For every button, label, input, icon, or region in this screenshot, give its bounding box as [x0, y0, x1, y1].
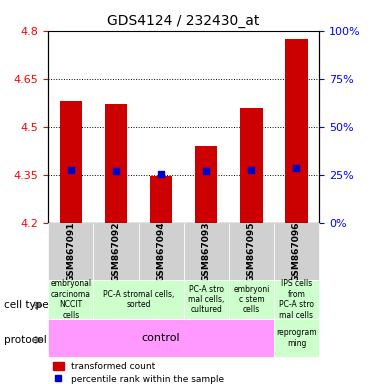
Text: control: control — [142, 333, 180, 343]
Bar — [240, 108, 263, 223]
Text: GSM867095: GSM867095 — [247, 221, 256, 282]
Bar — [195, 146, 217, 223]
Text: GSM867091: GSM867091 — [66, 221, 75, 282]
FancyBboxPatch shape — [274, 223, 319, 280]
Text: GSM867096: GSM867096 — [292, 221, 301, 282]
Text: protocol: protocol — [4, 335, 46, 345]
Text: PC-A stro
mal cells,
cultured: PC-A stro mal cells, cultured — [188, 285, 224, 314]
Text: PC-A stromal cells,
sorted: PC-A stromal cells, sorted — [103, 290, 174, 309]
Text: reprogram
ming: reprogram ming — [276, 328, 317, 348]
Text: cell type: cell type — [4, 300, 48, 310]
Text: GSM867093: GSM867093 — [202, 221, 211, 282]
Text: embryonal
carcinoma
NCCIT
cells: embryonal carcinoma NCCIT cells — [50, 280, 91, 319]
FancyBboxPatch shape — [229, 280, 274, 319]
Bar — [150, 176, 173, 223]
FancyBboxPatch shape — [93, 223, 138, 280]
Text: embryoni
c stem
cells: embryoni c stem cells — [233, 285, 270, 314]
FancyBboxPatch shape — [48, 319, 274, 357]
FancyBboxPatch shape — [48, 280, 93, 319]
Point — [68, 167, 74, 173]
FancyBboxPatch shape — [229, 223, 274, 280]
Text: GSM867094: GSM867094 — [157, 221, 165, 282]
FancyBboxPatch shape — [184, 280, 229, 319]
Point — [203, 168, 209, 174]
Point — [249, 167, 255, 173]
Point — [158, 171, 164, 177]
FancyBboxPatch shape — [274, 319, 319, 357]
Text: IPS cells
from
PC-A stro
mal cells: IPS cells from PC-A stro mal cells — [279, 280, 314, 319]
Bar — [105, 104, 127, 223]
Title: GDS4124 / 232430_at: GDS4124 / 232430_at — [108, 14, 260, 28]
Bar — [285, 39, 308, 223]
FancyBboxPatch shape — [274, 280, 319, 319]
Point — [293, 165, 299, 171]
FancyBboxPatch shape — [48, 223, 93, 280]
FancyBboxPatch shape — [93, 280, 184, 319]
Bar — [59, 101, 82, 223]
FancyBboxPatch shape — [138, 223, 184, 280]
Text: GSM867092: GSM867092 — [111, 221, 121, 282]
Legend: transformed count, percentile rank within the sample: transformed count, percentile rank withi… — [53, 362, 224, 384]
FancyBboxPatch shape — [184, 223, 229, 280]
Point — [113, 168, 119, 174]
